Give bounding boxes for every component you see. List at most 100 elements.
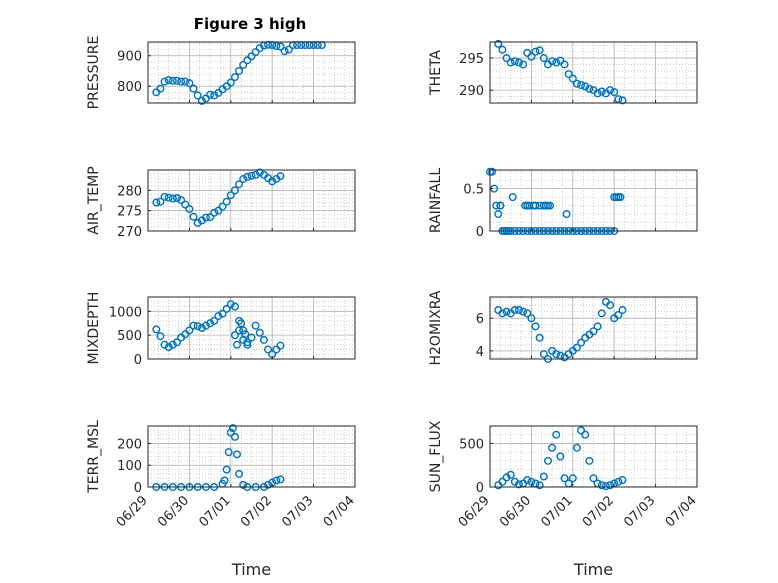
- x-tick-label: 07/02: [580, 493, 617, 530]
- y-axis-label: RAINFALL: [428, 168, 444, 233]
- axes-box: [147, 296, 356, 360]
- data-point: [210, 316, 219, 325]
- panel-air-temp: 270 275 280 AIR_TEMP: [86, 166, 356, 240]
- data-point: [160, 192, 169, 201]
- y-tick-label: 295: [459, 52, 484, 67]
- data-point: [572, 343, 581, 352]
- axes-box: [147, 425, 356, 488]
- data-point: [189, 212, 198, 221]
- data-point: [510, 306, 519, 315]
- data-point: [206, 319, 215, 328]
- data-point: [618, 96, 627, 105]
- data-point: [618, 306, 627, 315]
- data-point: [502, 307, 511, 316]
- x-tick-label: 07/04: [321, 493, 358, 530]
- data-point: [556, 452, 565, 461]
- x-tick-label: 07/01: [197, 493, 234, 530]
- y-tick-label: 0.5: [463, 183, 484, 198]
- x-axis-label: Time: [573, 560, 613, 579]
- data-point: [172, 338, 181, 347]
- data-point: [156, 197, 165, 206]
- data-point: [589, 474, 598, 483]
- panel-rainfall: 0 0.5 RAINFALL: [428, 168, 698, 240]
- data-point: [527, 52, 536, 61]
- data-point: [251, 321, 260, 330]
- data-point: [218, 202, 227, 211]
- data-point: [164, 343, 173, 352]
- data-point: [243, 56, 252, 65]
- data-point: [531, 201, 540, 210]
- data-point: [589, 327, 598, 336]
- data-point: [168, 194, 177, 203]
- data-point: [506, 470, 515, 479]
- data-point: [572, 443, 581, 452]
- data-point: [160, 77, 169, 86]
- y-tick-label: 290: [459, 84, 484, 99]
- y-tick-label: 0: [476, 225, 484, 240]
- data-point: [616, 193, 625, 202]
- y-axis-label: PRESSURE: [86, 36, 102, 110]
- data-point: [181, 77, 190, 86]
- data-point: [264, 480, 273, 489]
- data-point: [552, 430, 561, 439]
- data-point: [280, 47, 289, 56]
- data-point: [226, 78, 235, 87]
- data-point: [235, 66, 244, 75]
- data-point: [185, 205, 194, 214]
- data-point: [548, 57, 557, 66]
- data-point: [552, 58, 561, 67]
- data-point: [152, 88, 161, 97]
- data-point: [535, 481, 544, 490]
- data-point: [168, 340, 177, 349]
- panel-sun-flux: 0 500 06/29 06/30 07/01 07/02 07/03 07/04 SUN_FL…: [428, 420, 700, 530]
- data-point: [214, 312, 223, 321]
- data-point: [239, 326, 248, 335]
- y-tick-label: 500: [117, 329, 142, 344]
- data-point: [560, 474, 569, 483]
- data-point: [614, 95, 623, 104]
- data-point: [539, 472, 548, 481]
- data-point: [243, 340, 252, 349]
- data-point: [226, 428, 235, 437]
- data-point: [523, 309, 532, 318]
- data-point: [152, 198, 161, 207]
- data-point: [235, 180, 244, 189]
- data-point: [531, 322, 540, 331]
- data-point: [535, 333, 544, 342]
- data-point: [214, 206, 223, 215]
- data-point: [502, 54, 511, 63]
- data-point: [235, 316, 244, 325]
- data-point: [230, 331, 239, 340]
- data-point: [230, 432, 239, 441]
- data-point: [510, 57, 519, 66]
- x-tick-label: 06/30: [497, 493, 534, 530]
- data-point: [189, 321, 198, 330]
- y-tick-label: 0: [134, 481, 142, 496]
- axes-box: [489, 41, 698, 104]
- panel-pressure: 800 900 PRESSURE: [86, 36, 356, 110]
- data-point: [239, 60, 248, 69]
- data-point: [284, 45, 293, 54]
- y-axis-label: SUN_FLUX: [428, 420, 444, 492]
- x-tick-label: 06/29: [456, 493, 493, 530]
- x-tick-label: 06/30: [155, 493, 192, 530]
- data-point: [259, 335, 268, 344]
- y-tick-label: 100: [117, 459, 142, 474]
- data-point: [233, 340, 242, 349]
- data-point: [514, 58, 523, 67]
- y-tick-label: 900: [117, 50, 142, 65]
- data-point: [218, 309, 227, 318]
- data-point: [568, 474, 577, 483]
- data-point: [581, 430, 590, 439]
- y-tick-label: 0: [134, 353, 142, 368]
- data-point: [523, 48, 532, 57]
- data-point: [514, 480, 523, 489]
- data-point: [168, 76, 177, 85]
- data-point: [241, 330, 250, 339]
- data-point: [197, 324, 206, 333]
- data-point: [577, 81, 586, 90]
- data-point: [272, 41, 281, 50]
- y-axis-label: H2OMIXRA: [428, 290, 444, 365]
- data-point: [606, 481, 615, 490]
- axes-box: [489, 296, 698, 360]
